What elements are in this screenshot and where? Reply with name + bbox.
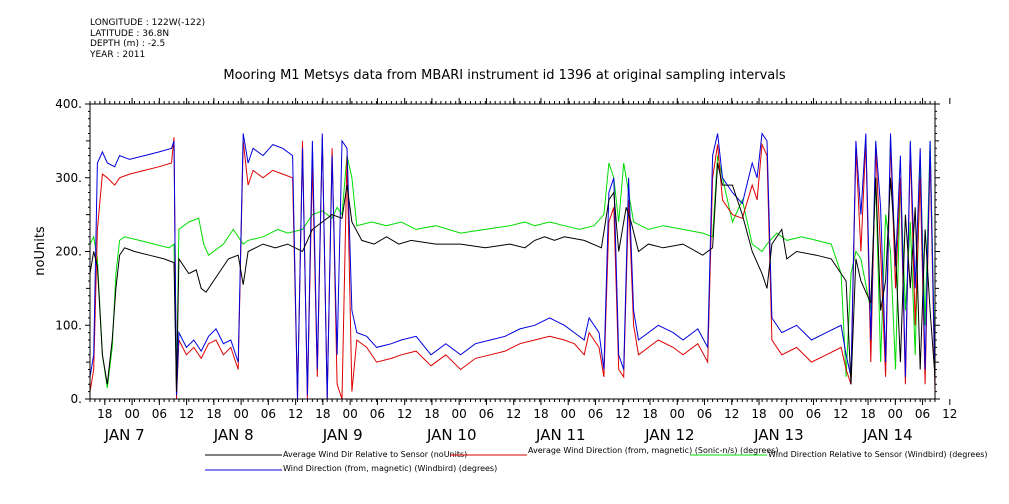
x-tick-label: 18 bbox=[97, 407, 112, 421]
legend-label: Average Wind Dir Relative to Sensor (noU… bbox=[283, 450, 467, 459]
x-tick-label: 12 bbox=[397, 407, 412, 421]
legend-label: Wind Direction Relative to Sensor (Windb… bbox=[768, 450, 988, 459]
x-day-label: JAN 9 bbox=[322, 426, 363, 444]
x-tick-label: 06 bbox=[479, 407, 494, 421]
x-tick-label: 12 bbox=[506, 407, 521, 421]
x-tick-label: 12 bbox=[942, 407, 957, 421]
y-tick-label: 0. bbox=[71, 392, 82, 406]
x-day-label: JAN 14 bbox=[862, 426, 913, 444]
x-tick-label: 00 bbox=[124, 407, 139, 421]
x-day-label: JAN 11 bbox=[535, 426, 586, 444]
x-tick-label: 06 bbox=[806, 407, 821, 421]
x-tick-label: 18 bbox=[424, 407, 439, 421]
x-tick-label: 12 bbox=[179, 407, 194, 421]
x-tick-label: 12 bbox=[615, 407, 630, 421]
legend-label: Average Wind Direction (from, magnetic) … bbox=[528, 446, 778, 455]
x-tick-label: 12 bbox=[724, 407, 739, 421]
x-tick-label: 18 bbox=[751, 407, 766, 421]
y-axis-label: noUnits bbox=[33, 226, 48, 276]
x-tick-label: 06 bbox=[915, 407, 930, 421]
x-tick-label: 06 bbox=[370, 407, 385, 421]
x-tick-label: 00 bbox=[343, 407, 358, 421]
metadata-block: LONGITUDE : 122W(-122) LATITUDE : 36.8N … bbox=[90, 18, 205, 60]
y-tick-label: 300. bbox=[55, 171, 82, 185]
x-tick-label: 12 bbox=[288, 407, 303, 421]
x-tick-label: 18 bbox=[533, 407, 548, 421]
x-tick-label: 06 bbox=[261, 407, 276, 421]
x-tick-label: 18 bbox=[642, 407, 657, 421]
series-line-2 bbox=[90, 140, 935, 388]
x-tick-label: 00 bbox=[670, 407, 685, 421]
chart-title: Mooring M1 Metsys data from MBARI instru… bbox=[223, 68, 786, 83]
meta-latitude: LATITUDE : 36.8N bbox=[90, 28, 170, 39]
x-day-label: JAN 8 bbox=[213, 426, 254, 444]
x-day-label: JAN 12 bbox=[644, 426, 695, 444]
x-tick-label: 06 bbox=[588, 407, 603, 421]
x-tick-label: 00 bbox=[233, 407, 248, 421]
x-tick-label: 06 bbox=[152, 407, 167, 421]
x-day-label: JAN 10 bbox=[426, 426, 477, 444]
x-tick-label: 12 bbox=[833, 407, 848, 421]
x-tick-label: 00 bbox=[888, 407, 903, 421]
y-tick-label: 100. bbox=[55, 318, 82, 332]
series-line-3 bbox=[90, 132, 935, 399]
x-tick-label: 06 bbox=[697, 407, 712, 421]
x-tick-label: 00 bbox=[452, 407, 467, 421]
x-tick-label: 00 bbox=[561, 407, 576, 421]
x-day-label: JAN 7 bbox=[104, 426, 145, 444]
x-tick-label: 00 bbox=[779, 407, 794, 421]
series-line-0 bbox=[90, 162, 935, 392]
y-tick-label: 400. bbox=[55, 97, 82, 111]
meta-depth: DEPTH (m) : -2.5 bbox=[90, 39, 166, 49]
plot-frame bbox=[89, 103, 936, 400]
x-tick-label: 18 bbox=[315, 407, 330, 421]
y-tick-label: 200. bbox=[55, 245, 82, 259]
legend-label: Wind Direction (from, magnetic) (Windbir… bbox=[283, 464, 497, 473]
series-line-1 bbox=[90, 137, 935, 399]
meta-longitude: LONGITUDE : 122W(-122) bbox=[90, 18, 206, 28]
x-day-label: JAN 13 bbox=[753, 426, 804, 444]
x-tick-label: 18 bbox=[860, 407, 875, 421]
x-tick-label: 18 bbox=[206, 407, 221, 421]
meta-year: YEAR : 2011 bbox=[90, 49, 146, 60]
